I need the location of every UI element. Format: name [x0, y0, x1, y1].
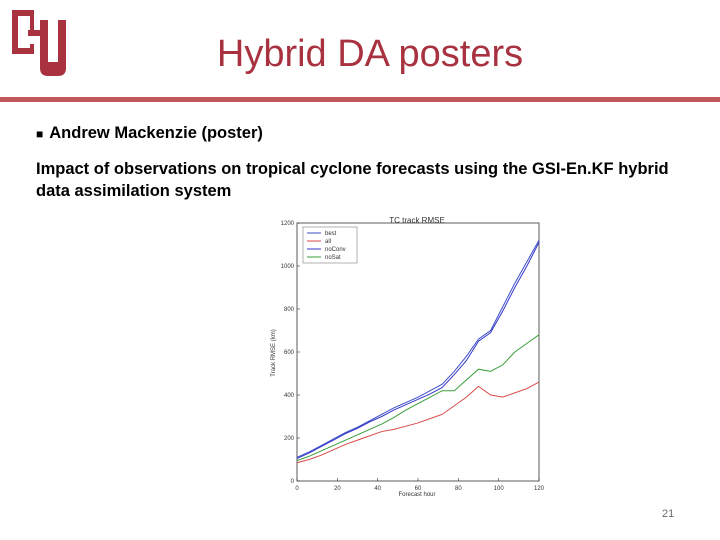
bullet-item: ■ Andrew Mackenzie (poster)	[36, 124, 263, 143]
series-line-noConv	[296, 242, 540, 459]
y-axis-label: Track RMSE (km)	[271, 329, 277, 376]
chart-svg: TC track RMSE Forecast hour Track RMSE (…	[271, 216, 545, 498]
y-tick-label: 1000	[281, 264, 295, 270]
series-line-noSat	[296, 334, 540, 462]
y-tick-label: 0	[291, 479, 295, 485]
y-tick-label: 600	[284, 350, 295, 356]
title-divider	[0, 97, 720, 102]
x-tick-label: 20	[334, 486, 341, 492]
bullet-text: Andrew Mackenzie (poster)	[49, 124, 263, 142]
track-rmse-chart: TC track RMSE Forecast hour Track RMSE (…	[257, 193, 567, 513]
legend-label: noConv	[325, 247, 346, 253]
legend-label: noSat	[325, 255, 341, 261]
series-line-best	[296, 239, 540, 458]
x-axis-label: Forecast hour	[398, 492, 435, 498]
x-tick-label: 100	[494, 486, 505, 492]
slide-title: Hybrid DA posters	[216, 33, 524, 75]
ou-logo	[12, 10, 66, 76]
x-tick-label: 80	[455, 486, 462, 492]
poster-description: Impact of observations on tropical cyclo…	[36, 160, 669, 200]
legend-label: all	[325, 239, 331, 245]
y-tick-label: 400	[284, 393, 295, 399]
y-tick-label: 1200	[281, 221, 295, 227]
x-tick-label: 40	[374, 486, 381, 492]
x-tick-label: 120	[534, 486, 545, 492]
y-tick-label: 800	[284, 307, 295, 313]
legend-label: best	[325, 231, 337, 237]
x-tick-label: 0	[295, 486, 299, 492]
page-number: 21	[662, 508, 675, 520]
bullet-square-icon: ■	[36, 127, 44, 141]
x-tick-label: 60	[415, 486, 422, 492]
ou-monogram-icon	[12, 10, 66, 76]
y-tick-label: 200	[284, 436, 295, 442]
chart-title: TC track RMSE	[389, 216, 445, 225]
series-line-all	[296, 381, 540, 464]
